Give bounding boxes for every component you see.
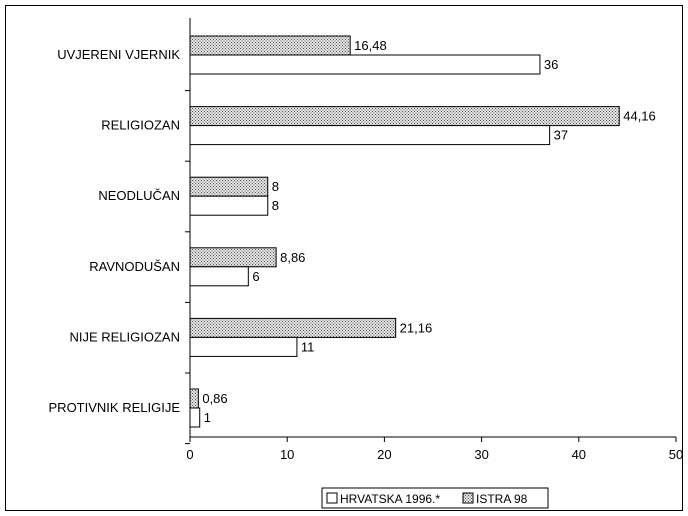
bar bbox=[189, 54, 541, 75]
x-tick-label: 20 bbox=[377, 447, 391, 462]
x-tick-label: 40 bbox=[572, 447, 586, 462]
bar bbox=[189, 317, 397, 338]
legend-label: HRVATSKA 1996.* bbox=[340, 492, 440, 506]
x-tick-label: 10 bbox=[280, 447, 294, 462]
bar bbox=[189, 106, 620, 127]
legend-swatch bbox=[462, 492, 474, 504]
value-label: 8,86 bbox=[280, 250, 305, 265]
legend-swatch bbox=[326, 492, 338, 504]
x-tick-label: 30 bbox=[474, 447, 488, 462]
bar bbox=[189, 388, 199, 409]
bar bbox=[189, 125, 551, 146]
bar bbox=[189, 336, 298, 357]
plot-area: 0 10 20 30 40 50 UVJERENI VJERNIK 16,48 36 RELIGI… bbox=[49, 18, 683, 462]
value-label: 6 bbox=[252, 269, 259, 284]
bar bbox=[189, 176, 269, 197]
legend-label: ISTRA 98 bbox=[476, 492, 528, 506]
bar bbox=[189, 407, 201, 428]
legend-box bbox=[321, 487, 549, 509]
value-label: 37 bbox=[554, 128, 568, 143]
x-tick-label: 50 bbox=[669, 447, 683, 462]
category-label: NEODLUČAN bbox=[98, 188, 180, 203]
category-label: RELIGIOZAN bbox=[101, 118, 180, 133]
value-label: 1 bbox=[204, 410, 211, 425]
chart-frame bbox=[5, 5, 683, 511]
category-label: UVJERENI VJERNIK bbox=[57, 47, 180, 62]
bar bbox=[189, 195, 269, 216]
value-label: 8 bbox=[272, 179, 279, 194]
legend: HRVATSKA 1996.* ISTRA 98 bbox=[321, 487, 549, 509]
x-tick-label: 0 bbox=[186, 447, 193, 462]
value-label: 8 bbox=[272, 198, 279, 213]
value-label: 21,16 bbox=[400, 320, 433, 335]
bar bbox=[189, 247, 277, 268]
bar bbox=[189, 266, 249, 287]
value-label: 16,48 bbox=[354, 38, 387, 53]
value-label: 0,86 bbox=[202, 391, 227, 406]
category-label: PROTIVNIK RELIGIJE bbox=[49, 400, 181, 415]
category-label: RAVNODUŠAN bbox=[89, 259, 180, 274]
value-label: 44,16 bbox=[623, 109, 656, 124]
category-label: NIJE RELIGIOZAN bbox=[69, 329, 180, 344]
bar bbox=[189, 35, 351, 56]
value-label: 11 bbox=[301, 339, 315, 354]
value-label: 36 bbox=[544, 57, 558, 72]
